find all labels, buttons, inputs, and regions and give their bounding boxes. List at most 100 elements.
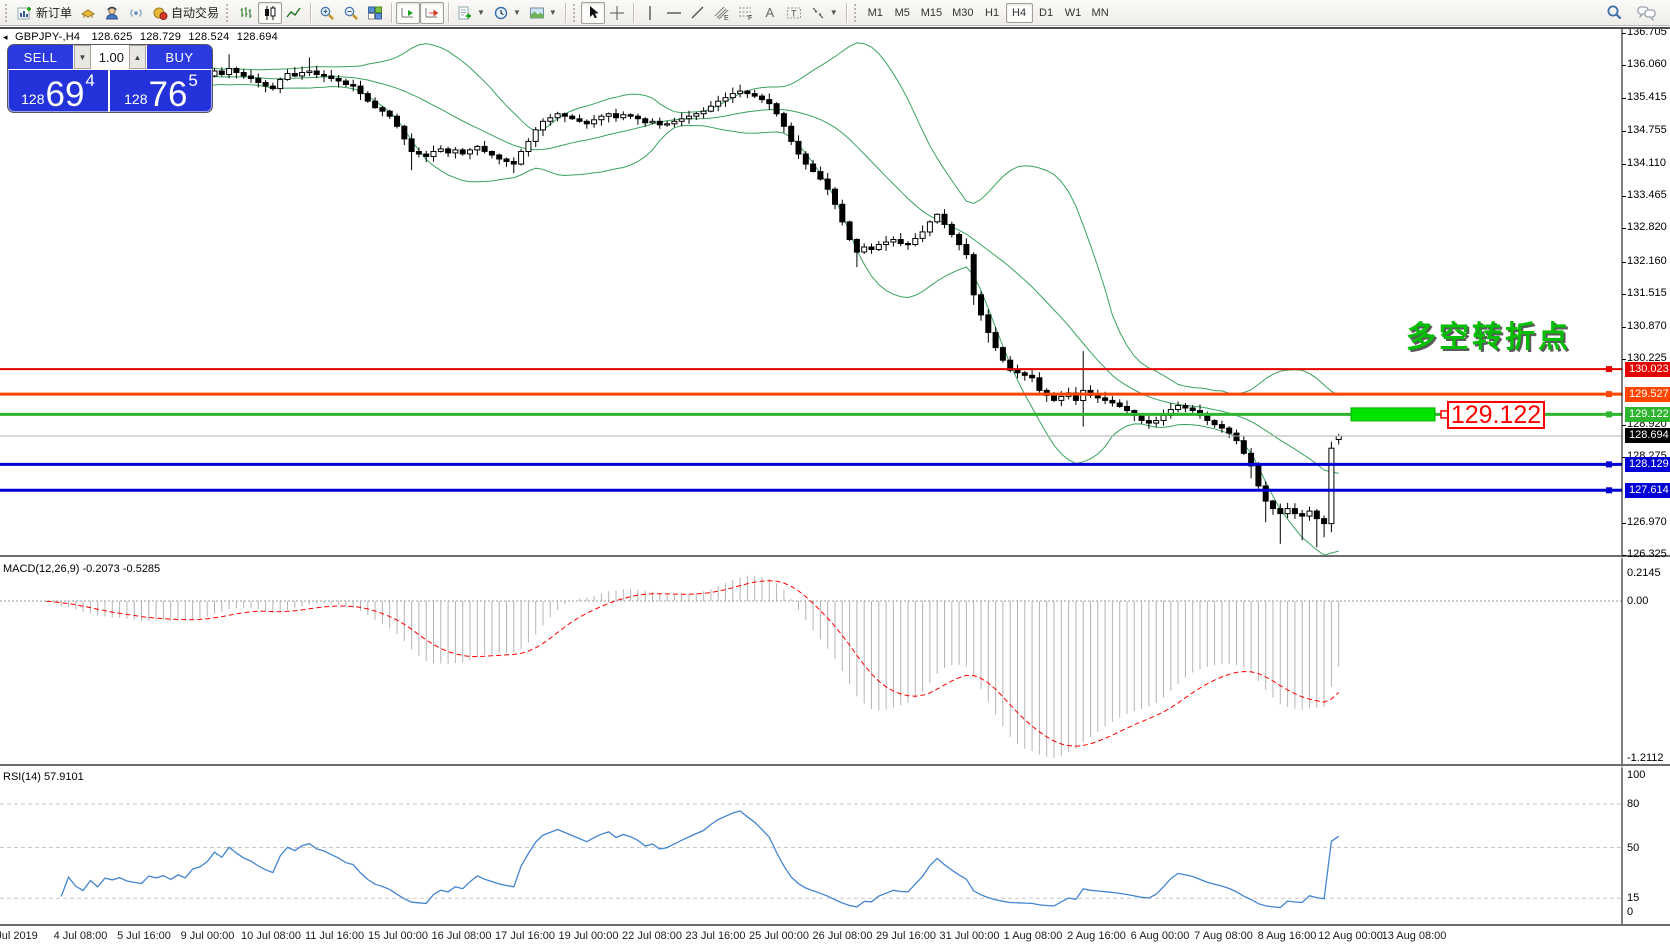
fibonacci-icon: F bbox=[738, 5, 754, 21]
time-axis-label: 26 Jul 08:00 bbox=[812, 930, 873, 942]
auto-scroll-icon bbox=[400, 5, 416, 21]
buy-price-display[interactable]: 128 76 5 bbox=[110, 70, 212, 113]
toolbar-drag-handle[interactable] bbox=[226, 3, 231, 22]
level-price-label: 129.527 bbox=[1625, 386, 1670, 402]
cursor-tool-button[interactable] bbox=[580, 1, 605, 24]
vertical-line-tool[interactable] bbox=[638, 2, 662, 24]
time-axis-label: 13 Aug 08:00 bbox=[1381, 930, 1447, 942]
market-watch-button[interactable] bbox=[100, 2, 124, 24]
timeframe-button-h4[interactable]: H4 bbox=[1005, 2, 1033, 23]
rsi-axis-label: 50 bbox=[1627, 841, 1640, 854]
rsi-axis-label: 15 bbox=[1627, 892, 1640, 905]
buy-price-pips: 76 bbox=[148, 74, 188, 113]
collapse-arrow-icon[interactable]: ◂ bbox=[3, 32, 8, 42]
clock-icon bbox=[493, 5, 509, 21]
zoom-in-button[interactable] bbox=[315, 2, 339, 24]
new-order-label: 新订单 bbox=[36, 6, 73, 20]
trendline-tool[interactable] bbox=[686, 2, 710, 24]
current-price-label: 128.694 bbox=[1625, 428, 1670, 444]
sell-price-point: 4 bbox=[85, 71, 95, 90]
horizontal-line-tool[interactable] bbox=[662, 2, 686, 24]
candlestick-chart-button[interactable] bbox=[258, 1, 283, 24]
sell-price-display[interactable]: 128 69 4 bbox=[8, 70, 111, 113]
one-click-trading-panel: SELL ▼ 1.00 ▲ BUY 128 69 4 128 76 5 bbox=[7, 44, 213, 113]
toolbar-drag-handle[interactable] bbox=[853, 3, 859, 22]
highlight-zone-rect[interactable] bbox=[1350, 407, 1436, 422]
zoom-in-icon bbox=[319, 5, 335, 21]
time-axis-label: 1 Aug 08:00 bbox=[1003, 930, 1063, 942]
rsi-axis-label: 100 bbox=[1627, 769, 1646, 781]
level-price-label: 127.614 bbox=[1625, 482, 1670, 498]
timeframe-button-m5[interactable]: M5 bbox=[894, 6, 910, 19]
price-axis-label: 134.110 bbox=[1627, 156, 1666, 169]
svg-text:E: E bbox=[724, 15, 729, 21]
chat-button[interactable] bbox=[1633, 2, 1660, 24]
price-axis-label: 126.970 bbox=[1627, 515, 1667, 528]
metaeditor-button[interactable] bbox=[76, 2, 100, 24]
macd-main-value: -0.2073 bbox=[82, 563, 120, 575]
auto-scroll-button[interactable] bbox=[396, 1, 421, 24]
autotrading-icon bbox=[152, 5, 168, 21]
timeframe-button-w1[interactable]: W1 bbox=[1064, 6, 1082, 19]
new-order-icon bbox=[17, 5, 33, 21]
rsi-label-line: RSI(14) 57.9101 bbox=[3, 771, 84, 783]
level-price-label: 129.122 bbox=[1625, 406, 1670, 422]
tile-windows-button[interactable] bbox=[363, 2, 387, 24]
timeframe-button-m1[interactable]: M1 bbox=[867, 6, 883, 19]
timeframe-group: M1 M5 M15 M30 H1 H4 D1 W1 MN bbox=[862, 2, 1114, 23]
arrows-tool[interactable]: ▼ bbox=[806, 2, 842, 24]
main-toolbar: 新订单 自动交易 bbox=[0, 0, 1670, 26]
macd-axis-label: 0.2145 bbox=[1627, 567, 1661, 580]
price-callout-box[interactable]: 129.122 bbox=[1447, 401, 1545, 429]
bar-chart-button[interactable] bbox=[234, 2, 258, 24]
time-axis-label: 15 Jul 00:00 bbox=[368, 930, 428, 942]
time-axis-label: 19 Jul 00:00 bbox=[558, 930, 619, 942]
axis-tick bbox=[1622, 424, 1626, 426]
time-axis-label: Jul 2019 bbox=[0, 930, 38, 942]
chart-shift-button[interactable] bbox=[420, 1, 445, 24]
autotrading-button[interactable]: 自动交易 bbox=[148, 2, 223, 24]
toolbar-drag-handle[interactable] bbox=[572, 3, 578, 22]
time-axis-label: 10 Jul 08:00 bbox=[241, 930, 301, 942]
profiles-button[interactable]: ▼ bbox=[489, 2, 525, 24]
search-button[interactable] bbox=[1602, 2, 1627, 24]
sell-button[interactable]: SELL bbox=[8, 45, 74, 69]
buy-button[interactable]: BUY bbox=[146, 45, 212, 69]
new-chart-button[interactable]: ▼ bbox=[453, 2, 489, 24]
channel-tool[interactable]: E bbox=[710, 2, 734, 24]
sell-price-pips: 69 bbox=[45, 74, 85, 113]
volume-decrease-button[interactable]: ▼ bbox=[74, 45, 91, 69]
fibonacci-tool[interactable]: F bbox=[734, 2, 758, 24]
rsi-name: RSI(14) bbox=[3, 771, 41, 783]
time-axis-label: 29 Jul 16:00 bbox=[876, 930, 936, 942]
line-chart-button[interactable] bbox=[282, 2, 306, 24]
price-axis-label: 135.415 bbox=[1627, 90, 1667, 103]
timeframe-button-h1[interactable]: H1 bbox=[985, 6, 1000, 19]
timeframe-button-d1[interactable]: D1 bbox=[1039, 6, 1054, 19]
autotrading-label: 自动交易 bbox=[171, 6, 220, 20]
ohlc-low: 128.524 bbox=[188, 31, 230, 43]
level-line-end-marker bbox=[1606, 487, 1612, 494]
svg-text:T: T bbox=[791, 8, 797, 18]
text-tool[interactable]: A bbox=[758, 2, 782, 24]
time-axis-label: 9 Jul 00:00 bbox=[180, 930, 235, 942]
volume-input[interactable]: 1.00 bbox=[98, 49, 124, 65]
new-order-button[interactable]: 新订单 bbox=[13, 2, 76, 24]
templates-button[interactable]: ▼ bbox=[525, 2, 561, 24]
timeframe-button-m30[interactable]: M30 bbox=[952, 6, 974, 19]
turning-point-annotation[interactable]: 多空转折点 bbox=[1406, 321, 1571, 354]
signals-button[interactable] bbox=[124, 2, 148, 24]
ohlc-high: 128.729 bbox=[139, 31, 182, 43]
axis-tick bbox=[1622, 33, 1626, 34]
zoom-out-button[interactable] bbox=[339, 2, 363, 24]
timeframe-button-m15[interactable]: M15 bbox=[920, 6, 943, 19]
crosshair-tool-button[interactable] bbox=[605, 2, 629, 24]
volume-increase-button[interactable]: ▲ bbox=[129, 45, 146, 69]
text-label-tool[interactable]: T bbox=[782, 2, 806, 24]
toolbar-drag-handle[interactable] bbox=[5, 3, 10, 22]
timeframe-button-mn[interactable]: MN bbox=[1091, 6, 1109, 19]
axis-tick bbox=[1622, 131, 1626, 133]
time-axis-label: 12 Aug 00:00 bbox=[1318, 930, 1383, 942]
